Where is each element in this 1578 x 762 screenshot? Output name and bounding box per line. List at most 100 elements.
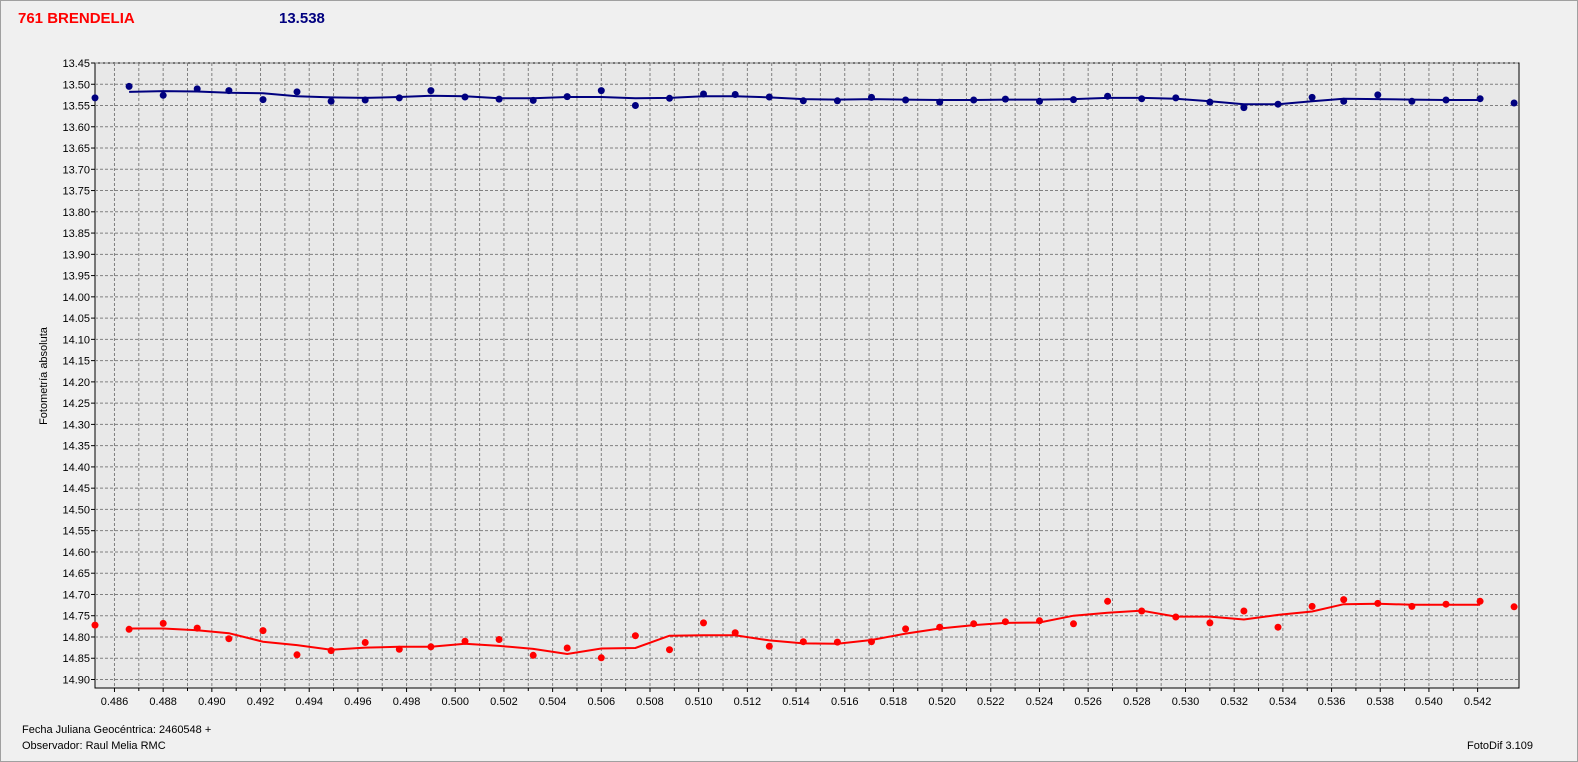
x-tick-label: 0.488 bbox=[149, 696, 177, 708]
data-point bbox=[461, 93, 469, 101]
data-point bbox=[563, 644, 571, 652]
data-point bbox=[461, 637, 469, 645]
data-point bbox=[495, 636, 503, 643]
data-point bbox=[1442, 600, 1450, 608]
y-tick-label: 13.75 bbox=[62, 186, 90, 198]
data-point bbox=[1206, 619, 1214, 627]
data-point bbox=[225, 87, 233, 95]
data-point bbox=[631, 102, 639, 109]
y-tick-label: 14.30 bbox=[62, 419, 90, 431]
data-point bbox=[1036, 97, 1043, 105]
x-tick-label: 0.496 bbox=[344, 696, 372, 708]
data-point bbox=[361, 639, 369, 646]
y-tick-label: 13.95 bbox=[62, 271, 90, 283]
data-point bbox=[765, 93, 773, 101]
data-point bbox=[495, 95, 503, 103]
y-tick-label: 14.70 bbox=[62, 589, 90, 601]
data-point bbox=[1274, 100, 1282, 108]
data-point bbox=[1036, 617, 1043, 625]
data-point bbox=[799, 638, 807, 646]
mean-magnitude: 13.538 bbox=[279, 10, 325, 27]
x-tick-label: 0.510 bbox=[685, 696, 713, 708]
x-tick-label: 0.524 bbox=[1026, 696, 1054, 708]
x-tick-label: 0.492 bbox=[247, 696, 275, 708]
data-point bbox=[1476, 95, 1484, 103]
x-tick-label: 0.520 bbox=[928, 696, 956, 708]
y-tick-label: 14.75 bbox=[62, 611, 90, 623]
data-point bbox=[799, 97, 807, 105]
data-point bbox=[125, 82, 133, 90]
y-tick-label: 13.55 bbox=[62, 101, 90, 113]
data-point bbox=[361, 96, 369, 104]
data-point bbox=[91, 621, 99, 629]
data-point bbox=[91, 94, 99, 102]
data-point bbox=[597, 87, 605, 95]
data-point bbox=[293, 651, 301, 659]
y-tick-label: 14.50 bbox=[62, 504, 90, 516]
data-point bbox=[293, 88, 301, 96]
data-point bbox=[1374, 599, 1382, 607]
data-point bbox=[1510, 99, 1518, 107]
data-point bbox=[225, 635, 233, 643]
series-layer bbox=[91, 82, 1518, 662]
y-tick-label: 14.65 bbox=[62, 568, 90, 580]
data-point bbox=[936, 623, 944, 631]
data-point bbox=[1476, 597, 1484, 605]
y-tick-label: 13.80 bbox=[62, 207, 90, 219]
data-point bbox=[1240, 104, 1248, 112]
y-tick-label: 14.20 bbox=[62, 377, 90, 389]
data-point bbox=[1240, 607, 1248, 615]
data-point bbox=[1138, 95, 1146, 103]
object-title: 761 BRENDELIA bbox=[18, 10, 135, 27]
data-point bbox=[1408, 602, 1416, 610]
data-point bbox=[395, 94, 403, 102]
data-point bbox=[1172, 94, 1180, 102]
data-point bbox=[1138, 607, 1146, 615]
y-tick-label: 13.50 bbox=[62, 79, 90, 91]
x-tick-label: 0.498 bbox=[393, 696, 421, 708]
x-tick-label: 0.494 bbox=[295, 696, 323, 708]
x-tick-label: 0.504 bbox=[539, 696, 567, 708]
y-tick-label: 13.45 bbox=[62, 58, 90, 70]
x-tick-label: 0.516 bbox=[831, 696, 859, 708]
data-point bbox=[327, 647, 335, 655]
data-point bbox=[868, 93, 875, 101]
x-tick-label: 0.542 bbox=[1464, 696, 1492, 708]
data-point bbox=[1001, 618, 1009, 626]
y-tick-label: 14.40 bbox=[62, 462, 90, 474]
observer-label: Observador: Raul Melia RMC bbox=[22, 740, 166, 752]
y-axis-ticks: 13.45 13.50 13.55 13.60 13.65 13.70 13.75 13.80… bbox=[62, 58, 95, 686]
y-tick-label: 14.60 bbox=[62, 547, 90, 559]
data-point bbox=[970, 620, 978, 628]
data-point bbox=[731, 629, 739, 637]
y-tick-label: 14.80 bbox=[62, 632, 90, 644]
data-point bbox=[125, 625, 133, 633]
software-label: FotoDif 3.109 bbox=[1467, 740, 1534, 752]
data-point bbox=[833, 97, 841, 105]
data-point bbox=[159, 91, 167, 99]
data-point bbox=[259, 96, 267, 104]
x-tick-label: 0.508 bbox=[636, 696, 664, 708]
data-point bbox=[902, 625, 910, 633]
x-tick-label: 0.540 bbox=[1415, 696, 1443, 708]
x-tick-label: 0.522 bbox=[977, 696, 1005, 708]
data-point bbox=[700, 90, 707, 98]
data-point bbox=[327, 97, 335, 105]
data-point bbox=[1308, 602, 1316, 610]
data-point bbox=[1340, 596, 1348, 604]
y-tick-label: 14.90 bbox=[62, 674, 90, 686]
data-point bbox=[597, 654, 605, 662]
data-point bbox=[666, 646, 673, 654]
x-tick-label: 0.532 bbox=[1220, 696, 1248, 708]
x-axis-ticks: 0.486 0.488 0.490 0.492 0.494 0.496 0.498 0.500… bbox=[101, 688, 1492, 708]
grid bbox=[95, 62, 1519, 688]
data-point bbox=[1340, 97, 1348, 105]
data-point bbox=[833, 638, 841, 646]
data-point bbox=[259, 627, 267, 635]
data-point bbox=[1510, 603, 1518, 611]
x-tick-label: 0.518 bbox=[880, 696, 908, 708]
x-tick-label: 0.490 bbox=[198, 696, 226, 708]
data-point bbox=[1374, 91, 1382, 99]
x-tick-label: 0.534 bbox=[1269, 696, 1297, 708]
data-point bbox=[631, 632, 639, 640]
